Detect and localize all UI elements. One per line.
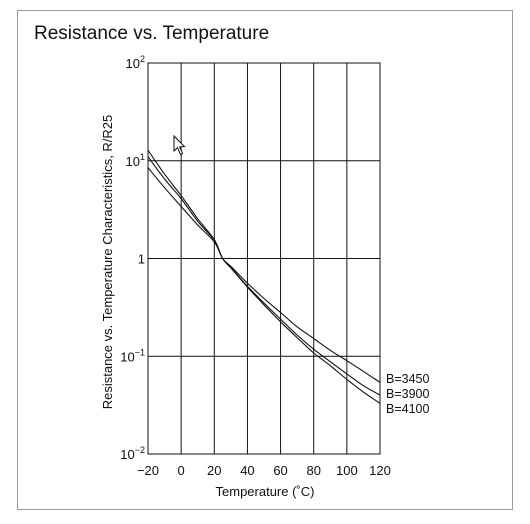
x-tick-label: 20: [207, 463, 221, 478]
y-tick-label: 102: [126, 54, 145, 71]
legend-label: B=3900: [386, 387, 429, 401]
x-tick-label: 100: [336, 463, 358, 478]
y-tick-label: 101: [126, 152, 145, 169]
x-tick-label: 0: [178, 463, 185, 478]
x-axis-label: Temperature (˚C): [216, 484, 315, 499]
mouse-cursor-icon: [173, 134, 186, 156]
x-tick-label: 120: [369, 463, 391, 478]
x-tick-label: −20: [137, 463, 159, 478]
x-tick-label: 40: [240, 463, 254, 478]
series-line-2: [147, 156, 381, 396]
legend-label: B=4100: [386, 402, 429, 416]
chart-frame: Resistance vs. Temperature: [17, 10, 513, 510]
legend-label: B=3450: [386, 372, 429, 386]
x-tick-label: 60: [273, 463, 287, 478]
x-tick-label: 80: [306, 463, 320, 478]
plot-area: [147, 62, 381, 455]
series-line-1: [147, 167, 381, 383]
y-tick-label: 1: [138, 252, 145, 267]
y-tick-label: 10−2: [120, 445, 145, 462]
y-axis-label: Resistance vs. Temperature Characteristi…: [100, 115, 115, 410]
y-tick-label: 10−1: [120, 347, 145, 364]
chart-title: Resistance vs. Temperature: [34, 23, 270, 44]
series-line-3: [147, 149, 381, 404]
